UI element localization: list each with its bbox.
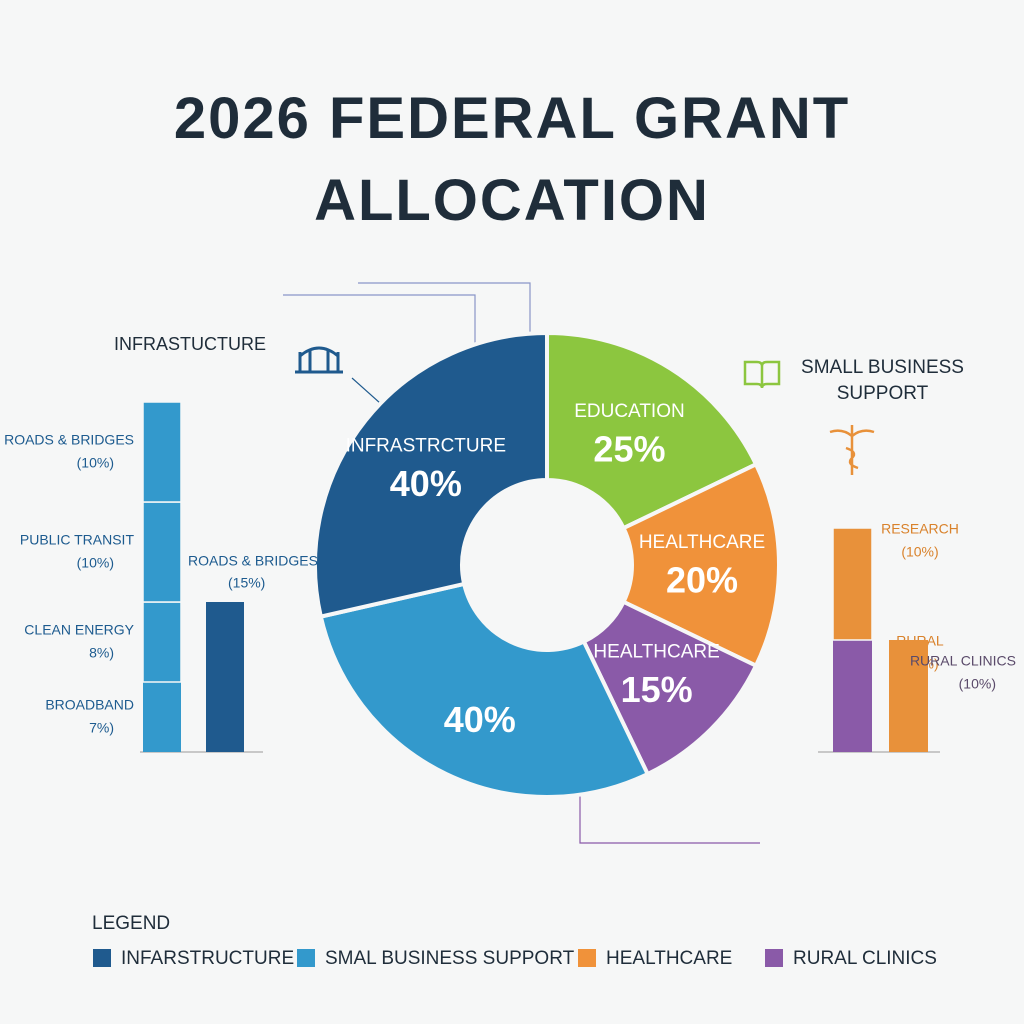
right-chart-title: SMALL BUSINESS SUPPORT	[801, 357, 964, 404]
legend-label: SMAL BUSINESS SUPPORT	[325, 948, 575, 969]
donut-segment	[581, 599, 759, 777]
segment-label: HEALTHCARE	[639, 532, 765, 553]
caduceus-icon	[829, 425, 875, 475]
segment-value: 7%)	[89, 720, 114, 736]
segment-value: 40%	[444, 699, 516, 740]
legend-swatch	[93, 949, 111, 967]
segment-label: PUBLIC TRANSIT	[20, 532, 135, 548]
bar-segment	[142, 601, 182, 683]
legend-swatch	[297, 949, 315, 967]
donut-segment	[318, 581, 651, 799]
legend-label: RURAL CLINICS	[793, 948, 937, 969]
bar-segment	[206, 602, 244, 752]
segment-value: 25%	[593, 428, 665, 469]
segment-label: HEALTHCARE	[593, 642, 719, 663]
segment-label: BROADBAND	[45, 697, 134, 713]
bar-segment	[142, 501, 182, 603]
segment-label: ROADS & BRIDGES	[4, 432, 134, 448]
segment-value: (10%)	[77, 455, 114, 471]
segment-value: (10%)	[959, 676, 996, 692]
bar-segment	[889, 640, 928, 752]
legend-label: HEALTHCARE	[606, 948, 732, 969]
book-icon	[743, 360, 781, 389]
segment-value: 8%)	[89, 645, 114, 661]
bar-segment	[833, 640, 872, 752]
segment-label: EDUCATION	[574, 401, 684, 422]
segment-label: INFRASTRCTURE	[346, 435, 506, 456]
chart-title: INFRASTUCTURE	[114, 334, 266, 354]
bar-segment	[832, 527, 873, 641]
page-title: 2026 FEDERAL GRANT ALLOCATION	[173, 86, 851, 233]
segment-value: (10%)	[77, 555, 114, 571]
segment-value: 15%	[621, 669, 693, 710]
segment-label: ROADS & BRIDGES	[188, 553, 318, 569]
legend-swatch	[578, 949, 596, 967]
segment-label: RURAL CLINICS	[910, 653, 1016, 669]
segment-value: (10%)	[901, 544, 938, 560]
segment-value: 20%	[666, 560, 738, 601]
segment-value: (15%)	[228, 575, 265, 591]
legend-swatch	[765, 949, 783, 967]
segment-label: RESEARCH	[881, 521, 959, 537]
segment-label: CLEAN ENERGY	[24, 622, 134, 638]
segment-value: 40%	[390, 463, 462, 504]
donut-segment	[313, 330, 549, 620]
legend-title: LEGEND	[92, 913, 170, 934]
bar-segment	[143, 682, 181, 752]
bridge-icon	[295, 346, 343, 374]
legend-label: INFARSTRUCTURE	[121, 948, 294, 969]
donut-segment	[545, 330, 759, 531]
bar-segment	[142, 401, 182, 503]
donut-segment	[620, 461, 781, 669]
